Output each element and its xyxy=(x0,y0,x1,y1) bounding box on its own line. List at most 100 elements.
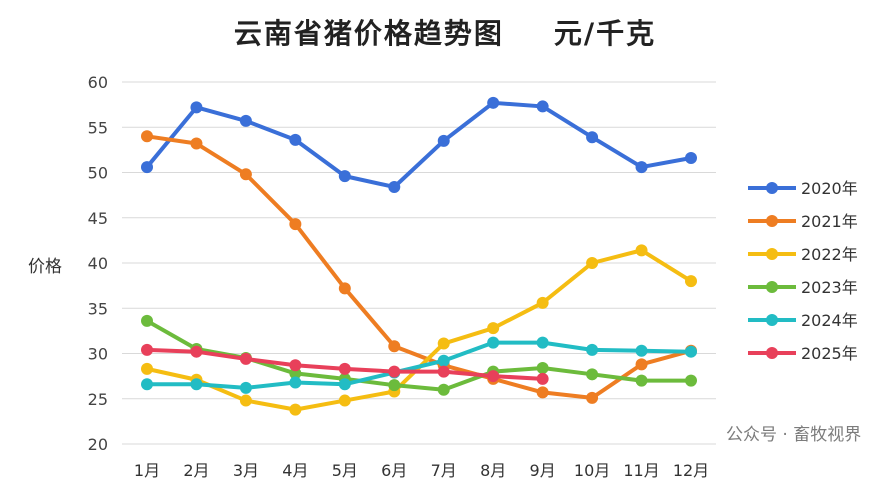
data-point xyxy=(190,137,203,150)
data-point xyxy=(338,282,351,295)
y-tick-label: 35 xyxy=(88,299,108,318)
data-point xyxy=(141,130,153,143)
data-point xyxy=(338,362,351,375)
x-tick-label: 5月 xyxy=(332,461,358,480)
data-point xyxy=(338,378,351,391)
data-point xyxy=(685,345,697,358)
data-point xyxy=(141,378,153,391)
data-point xyxy=(536,296,549,309)
data-point xyxy=(289,218,302,231)
data-point xyxy=(141,343,153,356)
series-line xyxy=(147,340,692,390)
y-tick-label: 45 xyxy=(88,209,108,228)
data-point xyxy=(586,391,599,404)
legend-label: 2021年 xyxy=(801,212,858,231)
x-tick-label: 6月 xyxy=(381,461,407,480)
data-point xyxy=(635,244,648,257)
data-point xyxy=(685,152,697,165)
x-tick-label: 8月 xyxy=(480,461,506,480)
data-point xyxy=(536,336,549,349)
data-point xyxy=(437,337,450,350)
data-point xyxy=(437,365,450,378)
data-point xyxy=(487,322,500,335)
data-point xyxy=(190,378,203,391)
data-point xyxy=(388,379,401,392)
data-point xyxy=(289,359,302,372)
y-axis-label: 价格 xyxy=(28,257,62,277)
data-point xyxy=(388,180,401,193)
data-point xyxy=(437,354,450,367)
legend-marker xyxy=(766,248,778,260)
data-point xyxy=(338,170,351,183)
data-point xyxy=(388,365,401,378)
y-tick-label: 30 xyxy=(88,345,108,364)
data-point xyxy=(437,383,450,396)
x-tick-label: 7月 xyxy=(431,461,457,480)
y-tick-label: 20 xyxy=(88,435,108,454)
data-point xyxy=(289,133,302,146)
data-point xyxy=(586,343,599,356)
data-point xyxy=(487,370,500,383)
x-tick-label: 2月 xyxy=(183,461,209,480)
data-point xyxy=(239,394,252,407)
data-point xyxy=(536,386,549,399)
legend-label: 2020年 xyxy=(801,179,858,198)
data-point xyxy=(141,161,153,174)
data-point xyxy=(141,362,153,375)
legend-marker xyxy=(766,281,778,293)
data-point xyxy=(190,101,203,114)
y-tick-label: 60 xyxy=(88,73,108,92)
x-tick-label: 12月 xyxy=(673,461,709,480)
legend-marker xyxy=(766,182,778,194)
data-point xyxy=(586,368,599,381)
data-point xyxy=(141,314,153,327)
chart-title: 云南省猪价格趋势图 元/千克 xyxy=(0,12,890,52)
y-tick-label: 55 xyxy=(88,118,108,137)
legend-label: 2023年 xyxy=(801,278,858,297)
y-tick-label: 25 xyxy=(88,390,108,409)
legend-marker xyxy=(766,347,778,359)
data-point xyxy=(586,131,599,144)
data-point xyxy=(685,374,697,387)
data-point xyxy=(239,114,252,127)
data-point xyxy=(289,403,302,416)
data-point xyxy=(536,361,549,374)
data-point xyxy=(239,168,252,181)
data-point xyxy=(536,100,549,113)
data-point xyxy=(388,340,401,353)
data-point xyxy=(338,394,351,407)
series-line xyxy=(146,134,692,400)
data-point xyxy=(586,257,599,269)
data-point xyxy=(239,352,252,365)
data-point xyxy=(635,161,648,174)
legend-marker xyxy=(766,215,778,227)
y-tick-label: 50 xyxy=(88,164,108,183)
data-point xyxy=(289,376,302,389)
x-tick-label: 10月 xyxy=(574,461,610,480)
title-text: 云南省猪价格趋势图 xyxy=(233,17,504,50)
watermark: 公众号 · 畜牧视界 xyxy=(726,425,862,445)
x-tick-label: 9月 xyxy=(530,461,556,480)
data-point xyxy=(635,344,648,357)
x-tick-label: 1月 xyxy=(134,461,160,480)
data-point xyxy=(190,345,203,358)
series-line xyxy=(145,100,692,189)
data-point xyxy=(635,358,648,371)
x-tick-label: 11月 xyxy=(623,461,659,480)
legend-marker xyxy=(766,314,778,326)
unit-text: 元/千克 xyxy=(553,17,657,50)
y-tick-label: 40 xyxy=(88,254,108,273)
data-point xyxy=(437,134,450,147)
data-point xyxy=(239,381,252,394)
legend-label: 2022年 xyxy=(801,245,858,264)
data-point xyxy=(536,372,549,385)
data-point xyxy=(635,374,648,387)
data-point xyxy=(487,96,500,109)
legend-label: 2024年 xyxy=(801,311,858,330)
data-point xyxy=(487,336,500,349)
legend-label: 2025年 xyxy=(801,344,858,363)
x-tick-label: 4月 xyxy=(282,461,308,480)
x-tick-label: 3月 xyxy=(233,461,259,480)
